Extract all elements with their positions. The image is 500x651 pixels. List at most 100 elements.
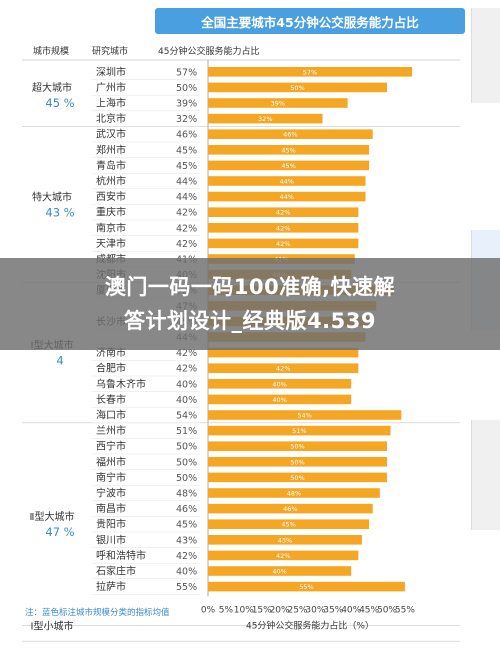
value-percent: 40% [176, 395, 197, 406]
x-tick-label: 35% [323, 605, 343, 615]
city-label: 西安市 [96, 190, 126, 203]
bar [208, 472, 387, 483]
bar-value-label: 43% [278, 536, 292, 544]
city-label: 呼和浩特市 [96, 549, 146, 562]
city-label: 兰州市 [96, 424, 126, 437]
bar [208, 535, 362, 545]
side-tab-bottom[interactable] [471, 420, 500, 530]
side-tab-top[interactable] [471, 8, 500, 103]
header-metric: 45分钟公交服务能力占比 [158, 47, 260, 57]
bar-value-label: 51% [292, 427, 306, 435]
city-label: 西宁市 [96, 440, 126, 453]
value-percent: 42% [176, 239, 197, 250]
bar [208, 176, 366, 186]
bar-value-label: 48% [287, 490, 301, 498]
value-percent: 51% [176, 426, 197, 437]
bar [208, 394, 352, 405]
city-label: 青岛市 [96, 159, 126, 172]
bar-value-label: 40% [272, 380, 286, 388]
bar [208, 379, 352, 389]
x-tick-label: 10% [234, 605, 254, 615]
city-label: 南昌市 [96, 502, 126, 515]
value-percent: 42% [176, 208, 197, 219]
x-tick-label: 55% [395, 605, 415, 615]
bar [208, 550, 359, 561]
x-tick-label: 15% [252, 605, 272, 615]
footnote: 注：蓝色标注城市规模分类的指标均值 [25, 608, 170, 618]
bar-value-label: 42% [276, 224, 290, 232]
bar [208, 581, 405, 592]
bar [208, 425, 391, 436]
bar-value-label: 50% [290, 458, 304, 466]
bar [208, 145, 370, 155]
value-percent: 45% [176, 161, 197, 172]
group-label: 特大城市 [32, 190, 72, 203]
bar-value-label: 50% [290, 443, 304, 451]
bar-value-label: 50% [290, 84, 304, 92]
bar [208, 363, 359, 373]
bar-value-label: 50% [290, 474, 304, 482]
bar-value-label: 40% [272, 396, 286, 404]
bar [208, 67, 413, 77]
bar-value-label: 45% [281, 162, 295, 170]
value-percent: 48% [176, 489, 197, 500]
bar-value-label: 42% [276, 552, 290, 560]
bar [208, 503, 373, 514]
bar-value-label: 45% [281, 146, 295, 154]
value-percent: 46% [176, 130, 197, 141]
header-scale: 城市规模 [33, 47, 70, 57]
x-tick-label: 50% [377, 605, 397, 615]
bar-value-label: 46% [283, 505, 297, 513]
city-label: 乌鲁木齐市 [96, 377, 146, 390]
value-percent: 57% [176, 67, 197, 78]
bar-value-label: 42% [276, 209, 290, 217]
value-percent: 54% [176, 411, 197, 422]
value-percent: 50% [176, 442, 197, 453]
city-label: 银川市 [96, 533, 126, 546]
value-percent: 42% [176, 223, 197, 234]
value-percent: 40% [176, 379, 197, 390]
x-tick-label: 0% [201, 605, 216, 615]
header-city: 研究城市 [92, 47, 129, 57]
bar-value-label: 32% [258, 115, 272, 123]
city-label: 北京市 [96, 112, 126, 125]
bar [208, 488, 380, 498]
value-percent: 44% [176, 177, 197, 188]
bar [208, 347, 359, 358]
city-label: 长春市 [96, 393, 126, 406]
city-label: 宁波市 [96, 487, 126, 500]
bar [208, 410, 402, 420]
bar-value-label: 44% [280, 178, 294, 186]
city-label: 武汉市 [96, 128, 126, 141]
value-percent: 32% [176, 114, 197, 125]
group-label: Ⅱ型大城市 [30, 510, 75, 523]
city-label: 南宁市 [96, 471, 126, 484]
group-label: 超大城市 [32, 81, 72, 94]
city-label: 郑州市 [96, 143, 126, 156]
bar [208, 238, 359, 249]
x-tick-label: 45% [359, 605, 379, 615]
bar [208, 191, 366, 202]
bar-value-label: 46% [283, 131, 297, 139]
bar [208, 519, 370, 529]
value-percent: 43% [176, 535, 197, 546]
value-percent: 50% [176, 457, 197, 468]
bar-value-label: 42% [276, 240, 290, 248]
bar [208, 223, 359, 233]
value-percent: 55% [176, 582, 197, 593]
value-percent: 39% [176, 99, 197, 110]
bar [208, 82, 387, 93]
city-label: 合肥市 [96, 362, 126, 375]
bar [208, 98, 348, 108]
value-percent: 50% [176, 473, 197, 484]
watermark-overlay: 澳门一码一码100准确,快速解 答计划设计_经典版4.539 [0, 258, 500, 350]
city-label: 上海市 [96, 97, 126, 110]
value-percent: 46% [176, 504, 197, 515]
city-label: 杭州市 [96, 175, 126, 188]
bar-value-label: 54% [297, 412, 311, 420]
bar [208, 566, 352, 576]
group-mean: 45 % [45, 96, 74, 110]
overlay-line-2: 答计划设计_经典版4.539 [124, 309, 376, 333]
bar-value-label: 57% [303, 68, 317, 76]
city-label: 海口市 [96, 409, 126, 422]
